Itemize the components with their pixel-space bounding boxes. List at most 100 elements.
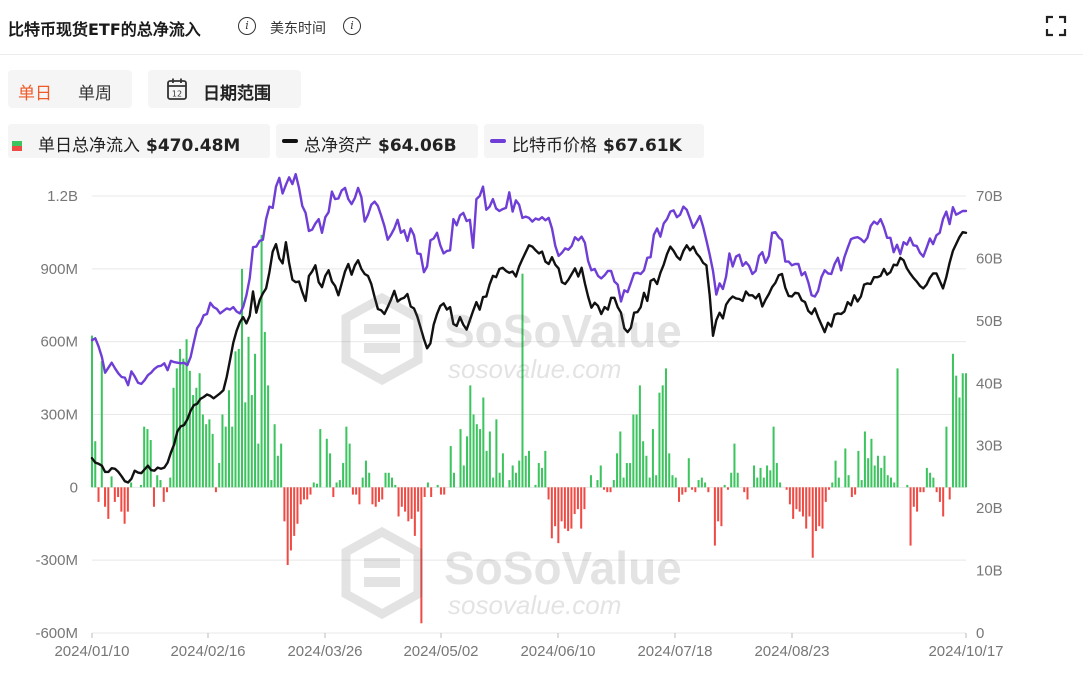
flow-bar bbox=[567, 487, 570, 532]
flow-bar bbox=[381, 487, 384, 500]
flow-chart[interactable]: 1.2B 900M 600M 300M 0 -300M -600M 70B 60B 50B 40B 3… bbox=[0, 170, 1083, 681]
flow-bar bbox=[423, 487, 426, 498]
flow-bar bbox=[893, 482, 896, 488]
header-bar: 比特币现货ETF的总净流入 i 美东时间 i bbox=[0, 0, 1083, 55]
timezone-label: 美东时间 bbox=[270, 21, 326, 37]
flow-bar bbox=[139, 484, 142, 488]
tab-daily[interactable]: 单日 bbox=[18, 84, 52, 104]
flow-bar bbox=[316, 483, 319, 488]
price-legend-swatch bbox=[490, 139, 506, 143]
flow-bar bbox=[756, 477, 759, 488]
x-tick-label: 2024/02/16 bbox=[170, 643, 245, 660]
flow-bar bbox=[573, 487, 576, 515]
legend-item-price[interactable]: 比特币价格 $67.61K bbox=[484, 124, 704, 158]
flow-bar bbox=[958, 397, 961, 488]
x-tick-label: 2024/03/26 bbox=[287, 643, 362, 660]
flow-bar bbox=[348, 443, 351, 488]
flow-bar bbox=[886, 475, 889, 488]
flow-bar bbox=[97, 487, 100, 502]
flow-bar bbox=[466, 436, 469, 488]
flow-bar bbox=[544, 450, 547, 488]
inflow-legend-swatch bbox=[12, 136, 22, 151]
flow-bar bbox=[358, 487, 361, 505]
flow-bar bbox=[90, 335, 94, 488]
flow-bar bbox=[831, 482, 834, 488]
flow-bar bbox=[583, 487, 586, 510]
flow-bar bbox=[430, 487, 433, 498]
flow-bar bbox=[100, 361, 103, 488]
flow-bar bbox=[906, 484, 909, 488]
flow-bar bbox=[459, 429, 462, 488]
flow-bar bbox=[746, 487, 749, 500]
info-icon[interactable]: i bbox=[238, 17, 256, 35]
flow-bar bbox=[557, 487, 560, 544]
flow-bar bbox=[361, 477, 364, 488]
assets-line bbox=[90, 231, 968, 484]
flow-bar bbox=[606, 487, 609, 493]
flow-bar bbox=[753, 465, 756, 488]
x-tick-label: 2024/07/18 bbox=[637, 643, 712, 660]
tab-weekly[interactable]: 单周 bbox=[78, 84, 112, 104]
flow-bar bbox=[779, 482, 782, 488]
flow-bar bbox=[645, 455, 648, 488]
flow-bar bbox=[495, 419, 498, 488]
flow-bar bbox=[280, 443, 283, 488]
flow-bar bbox=[521, 273, 524, 488]
flow-bar bbox=[319, 429, 322, 488]
flow-bar bbox=[616, 453, 619, 488]
legend-item-assets[interactable]: 总净资产 $64.06B bbox=[276, 124, 478, 158]
flow-bar bbox=[172, 387, 175, 488]
flow-bar bbox=[156, 475, 159, 488]
flow-bar bbox=[201, 414, 204, 488]
expand-icon[interactable] bbox=[1044, 14, 1068, 38]
calendar-day-number: 12 bbox=[172, 90, 182, 99]
flow-bar bbox=[355, 487, 358, 495]
legend-value-assets: $64.06B bbox=[378, 136, 457, 156]
flow-bar bbox=[935, 487, 938, 493]
flow-bar bbox=[697, 480, 700, 488]
flow-bar bbox=[469, 385, 472, 488]
flow-bar bbox=[860, 480, 863, 488]
flow-bar bbox=[671, 475, 674, 488]
flow-bar bbox=[524, 455, 527, 488]
flow-bar bbox=[942, 487, 945, 517]
flow-bar bbox=[576, 487, 579, 510]
calendar-icon: 12 bbox=[166, 77, 188, 105]
flow-bar bbox=[964, 373, 968, 488]
flow-bar bbox=[951, 353, 954, 488]
legend-label-inflow: 单日总净流入 bbox=[38, 136, 140, 156]
flow-bar bbox=[713, 487, 716, 546]
flow-bar bbox=[870, 438, 873, 488]
timezone-info-icon[interactable]: i bbox=[343, 17, 361, 35]
flow-bar bbox=[717, 487, 720, 522]
flow-bar bbox=[227, 390, 230, 488]
flow-bar bbox=[289, 487, 292, 551]
flow-bar bbox=[149, 439, 152, 488]
flow-bar bbox=[224, 426, 227, 488]
date-range-button[interactable]: 12 日期范围 bbox=[148, 70, 301, 108]
flow-bar bbox=[589, 475, 592, 488]
flow-bar bbox=[492, 477, 495, 488]
flow-bar bbox=[534, 484, 537, 488]
flow-bar bbox=[811, 487, 814, 558]
flow-bar bbox=[404, 487, 407, 512]
legend-label-price: 比特币价格 bbox=[512, 136, 597, 156]
date-range-label: 日期范围 bbox=[203, 84, 271, 104]
flow-bar bbox=[185, 339, 188, 488]
flow-bar bbox=[691, 487, 694, 490]
y-left-tick-label: -600M bbox=[35, 625, 78, 642]
flow-bar bbox=[580, 487, 583, 529]
y-left-tick-label: 0 bbox=[70, 479, 78, 496]
flow-bar bbox=[929, 472, 932, 488]
flow-bar bbox=[270, 480, 273, 488]
legend-item-inflow[interactable]: 单日总净流入 $470.48M bbox=[8, 124, 270, 158]
flow-bar bbox=[857, 450, 860, 488]
flow-bar bbox=[260, 234, 263, 488]
flow-bar bbox=[919, 487, 922, 493]
flow-bar bbox=[658, 392, 661, 488]
flow-bar bbox=[417, 487, 420, 512]
flow-bar bbox=[704, 482, 707, 488]
flow-bar bbox=[377, 487, 380, 502]
assets-legend-swatch bbox=[282, 139, 298, 143]
y-left-tick-label: 600M bbox=[40, 334, 78, 351]
